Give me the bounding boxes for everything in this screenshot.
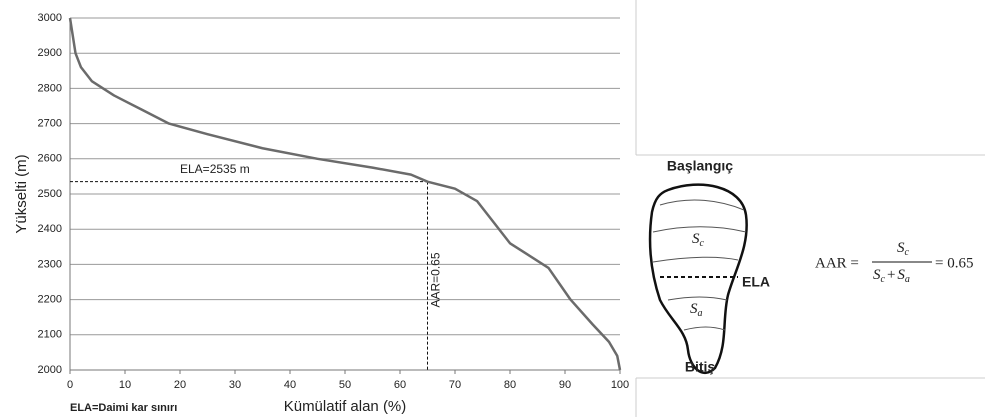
s: S (692, 231, 700, 247)
sub: a (905, 274, 910, 285)
sub: c (881, 274, 886, 285)
y-tick-label: 2400 (38, 223, 62, 235)
s: S (690, 301, 698, 317)
x-axis-label: Kümülatif alan (%) (284, 398, 407, 415)
diagram-top-label: Başlangıç (667, 158, 733, 174)
sa-label: Sa (690, 301, 703, 319)
y-tick-label: 2900 (38, 47, 62, 59)
sub: c (905, 247, 910, 258)
x-tick-label: 30 (229, 379, 241, 391)
diagram-bottom-label: Bitiş (685, 359, 716, 375)
x-tick-label: 90 (559, 379, 571, 391)
s: S (897, 240, 905, 256)
s: S (897, 267, 905, 283)
y-tick-label: 2700 (38, 118, 62, 130)
sub: a (698, 308, 703, 319)
x-tick-label: 0 (67, 379, 73, 391)
y-tick-label: 3000 (38, 12, 62, 24)
reference-label: AAR=0.65 (429, 252, 443, 307)
x-tick-label: 10 (119, 379, 131, 391)
footnote: ELA=Daimi kar sınırı (70, 402, 177, 414)
y-tick-label: 2300 (38, 258, 62, 270)
y-tick-label: 2600 (38, 153, 62, 165)
s: S (873, 267, 881, 283)
y-axis-label: Yükselti (m) (13, 154, 30, 233)
y-tick-label: 2800 (38, 82, 62, 94)
y-tick-label: 2000 (38, 364, 62, 376)
formula-numerator: Sc (897, 240, 910, 258)
frames (635, 0, 985, 417)
x-tick-label: 100 (611, 379, 629, 391)
reference-label: ELA=2535 m (180, 162, 250, 176)
x-tick-label: 40 (284, 379, 296, 391)
y-tick-label: 2500 (38, 188, 62, 200)
y-tick-label: 2200 (38, 294, 62, 306)
glacier-outline (648, 183, 748, 375)
x-tick-label: 50 (339, 379, 351, 391)
data-line (68, 17, 622, 371)
x-tick-label: 60 (394, 379, 406, 391)
diagram-ela-label: ELA (742, 274, 770, 290)
plus: + (887, 267, 895, 283)
formula-denominator: Sc + Sa (873, 267, 910, 285)
x-tick-label: 70 (449, 379, 461, 391)
formula-lhs: AAR = (815, 255, 859, 271)
sc-label: Sc (692, 231, 705, 249)
x-tick-label: 80 (504, 379, 516, 391)
x-tick-label: 20 (174, 379, 186, 391)
formula-rhs: = 0.65 (935, 255, 973, 271)
y-tick-label: 2100 (38, 329, 62, 341)
sub: c (700, 238, 705, 249)
glacier-bands (652, 199, 747, 331)
